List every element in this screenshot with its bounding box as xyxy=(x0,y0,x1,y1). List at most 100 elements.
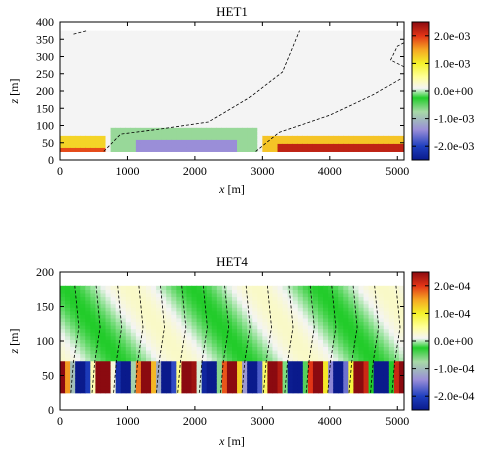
het-cell xyxy=(242,38,248,44)
het-cell xyxy=(166,296,172,301)
het-cell xyxy=(328,353,334,358)
het-cell xyxy=(368,317,375,323)
het-cell xyxy=(191,332,198,337)
het-cell xyxy=(181,147,188,152)
het-cell xyxy=(318,367,324,372)
het-cell xyxy=(252,86,258,92)
het-cell xyxy=(130,385,137,390)
het-cell xyxy=(262,328,269,333)
het-cell xyxy=(125,317,132,323)
y-tick-label: 150 xyxy=(36,300,54,314)
het-cell xyxy=(60,310,66,315)
het-cell xyxy=(80,123,86,128)
het-cell xyxy=(216,321,223,326)
het-cell xyxy=(70,119,76,124)
het-cell xyxy=(287,70,294,76)
het-cell xyxy=(232,42,238,48)
het-cell xyxy=(307,292,314,298)
het-cell xyxy=(166,364,172,369)
het-cell xyxy=(287,123,294,128)
het-cell xyxy=(237,289,243,294)
het-cell xyxy=(262,342,269,347)
het-cell xyxy=(166,289,172,294)
het-cell xyxy=(277,131,284,136)
het-cell xyxy=(307,325,314,330)
het-cell xyxy=(328,307,334,312)
het-cell xyxy=(297,353,304,358)
het-cell xyxy=(171,374,177,380)
het-cell xyxy=(146,135,152,140)
het-cell xyxy=(393,385,400,390)
het-cell xyxy=(318,127,324,132)
het-cell xyxy=(393,346,400,351)
het-cell xyxy=(65,353,71,358)
het-cell xyxy=(368,335,375,340)
het-cell xyxy=(135,86,142,92)
het-cell xyxy=(388,296,395,301)
het-cell xyxy=(252,135,258,140)
het-cell xyxy=(318,143,324,148)
het-cell xyxy=(191,346,198,351)
het-cell xyxy=(277,364,284,369)
het-cell xyxy=(297,58,304,64)
het-cell xyxy=(161,91,167,96)
het-cell xyxy=(125,70,132,76)
het-cell xyxy=(60,86,66,92)
het-cell xyxy=(328,139,334,144)
het-cell xyxy=(75,115,81,120)
het-cell xyxy=(95,328,102,333)
het-cell xyxy=(85,292,91,298)
het-cell xyxy=(292,74,299,80)
het-cell xyxy=(388,86,395,92)
het-cell xyxy=(257,54,263,60)
het-cell xyxy=(297,289,304,294)
het-cell xyxy=(302,70,309,76)
het-cell xyxy=(353,310,360,315)
het-cell xyxy=(343,103,349,108)
het-cell xyxy=(105,353,112,358)
het-cell xyxy=(120,99,127,104)
het-cell xyxy=(85,42,91,48)
het-cell xyxy=(398,321,404,326)
het-cell xyxy=(307,335,314,340)
het-cell xyxy=(272,357,279,362)
het-cell xyxy=(363,307,370,312)
het-cell xyxy=(307,310,314,315)
het-cell xyxy=(120,332,127,337)
het-cell xyxy=(343,342,349,347)
het-cell xyxy=(247,332,253,337)
het-cell xyxy=(363,353,370,358)
het-cell xyxy=(135,339,142,344)
het-cell xyxy=(343,131,349,136)
het-cell xyxy=(85,303,91,308)
het-cell xyxy=(393,296,400,301)
het-cell xyxy=(358,296,365,301)
het-cell xyxy=(171,107,177,112)
het-cell xyxy=(378,346,385,351)
het-cell xyxy=(125,46,132,52)
het-cell xyxy=(398,289,404,294)
het-cell xyxy=(388,292,395,298)
het-cell xyxy=(110,111,117,116)
het-cell xyxy=(358,342,365,347)
het-cell xyxy=(120,367,127,372)
het-cell xyxy=(333,42,339,48)
het-cell xyxy=(115,30,122,36)
het-cell xyxy=(176,66,183,72)
het-cell xyxy=(363,107,370,112)
het-cell xyxy=(186,296,193,301)
het-cell xyxy=(287,95,294,100)
het-cell xyxy=(110,307,117,312)
het-cell xyxy=(226,30,233,36)
het-cell xyxy=(181,360,188,365)
het-cell xyxy=(125,103,132,108)
het-cell xyxy=(140,115,147,120)
het-cell xyxy=(338,367,344,372)
het-cell xyxy=(272,378,279,383)
het-cell xyxy=(358,300,365,305)
colorbar-tick-label: -1.0e-04 xyxy=(434,362,474,376)
het-cell xyxy=(191,95,198,100)
het-cell xyxy=(307,147,314,152)
het-cell xyxy=(216,135,223,140)
